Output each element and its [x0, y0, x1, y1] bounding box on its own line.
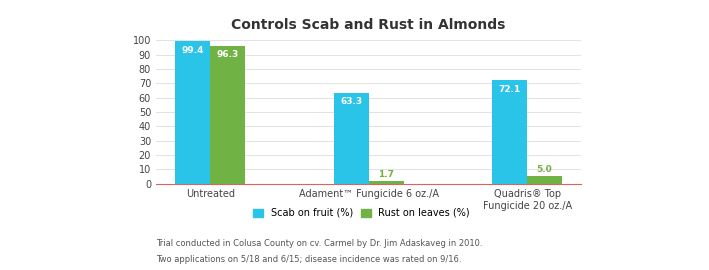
Title: Controls Scab and Rust in Almonds: Controls Scab and Rust in Almonds [232, 18, 506, 32]
Bar [210, 46, 245, 184]
Text: 63.3: 63.3 [340, 97, 362, 106]
Text: 99.4: 99.4 [182, 46, 204, 55]
Bar [334, 93, 369, 184]
Bar [492, 80, 527, 184]
Legend: Scab on fruit (%), Rust on leaves (%): Scab on fruit (%), Rust on leaves (%) [253, 208, 470, 218]
Text: 5.0: 5.0 [537, 165, 552, 174]
Text: 96.3: 96.3 [216, 50, 239, 59]
Text: Trial conducted in Colusa County on cv. Carmel by Dr. Jim Adaskaveg in 2010.: Trial conducted in Colusa County on cv. … [156, 239, 483, 248]
Bar [527, 177, 562, 184]
Bar [369, 181, 403, 184]
Text: Two applications on 5/18 and 6/15; disease incidence was rated on 9/16.: Two applications on 5/18 and 6/15; disea… [156, 255, 462, 264]
Bar [175, 41, 210, 184]
Text: 72.1: 72.1 [498, 85, 521, 94]
Text: 1.7: 1.7 [378, 170, 394, 179]
